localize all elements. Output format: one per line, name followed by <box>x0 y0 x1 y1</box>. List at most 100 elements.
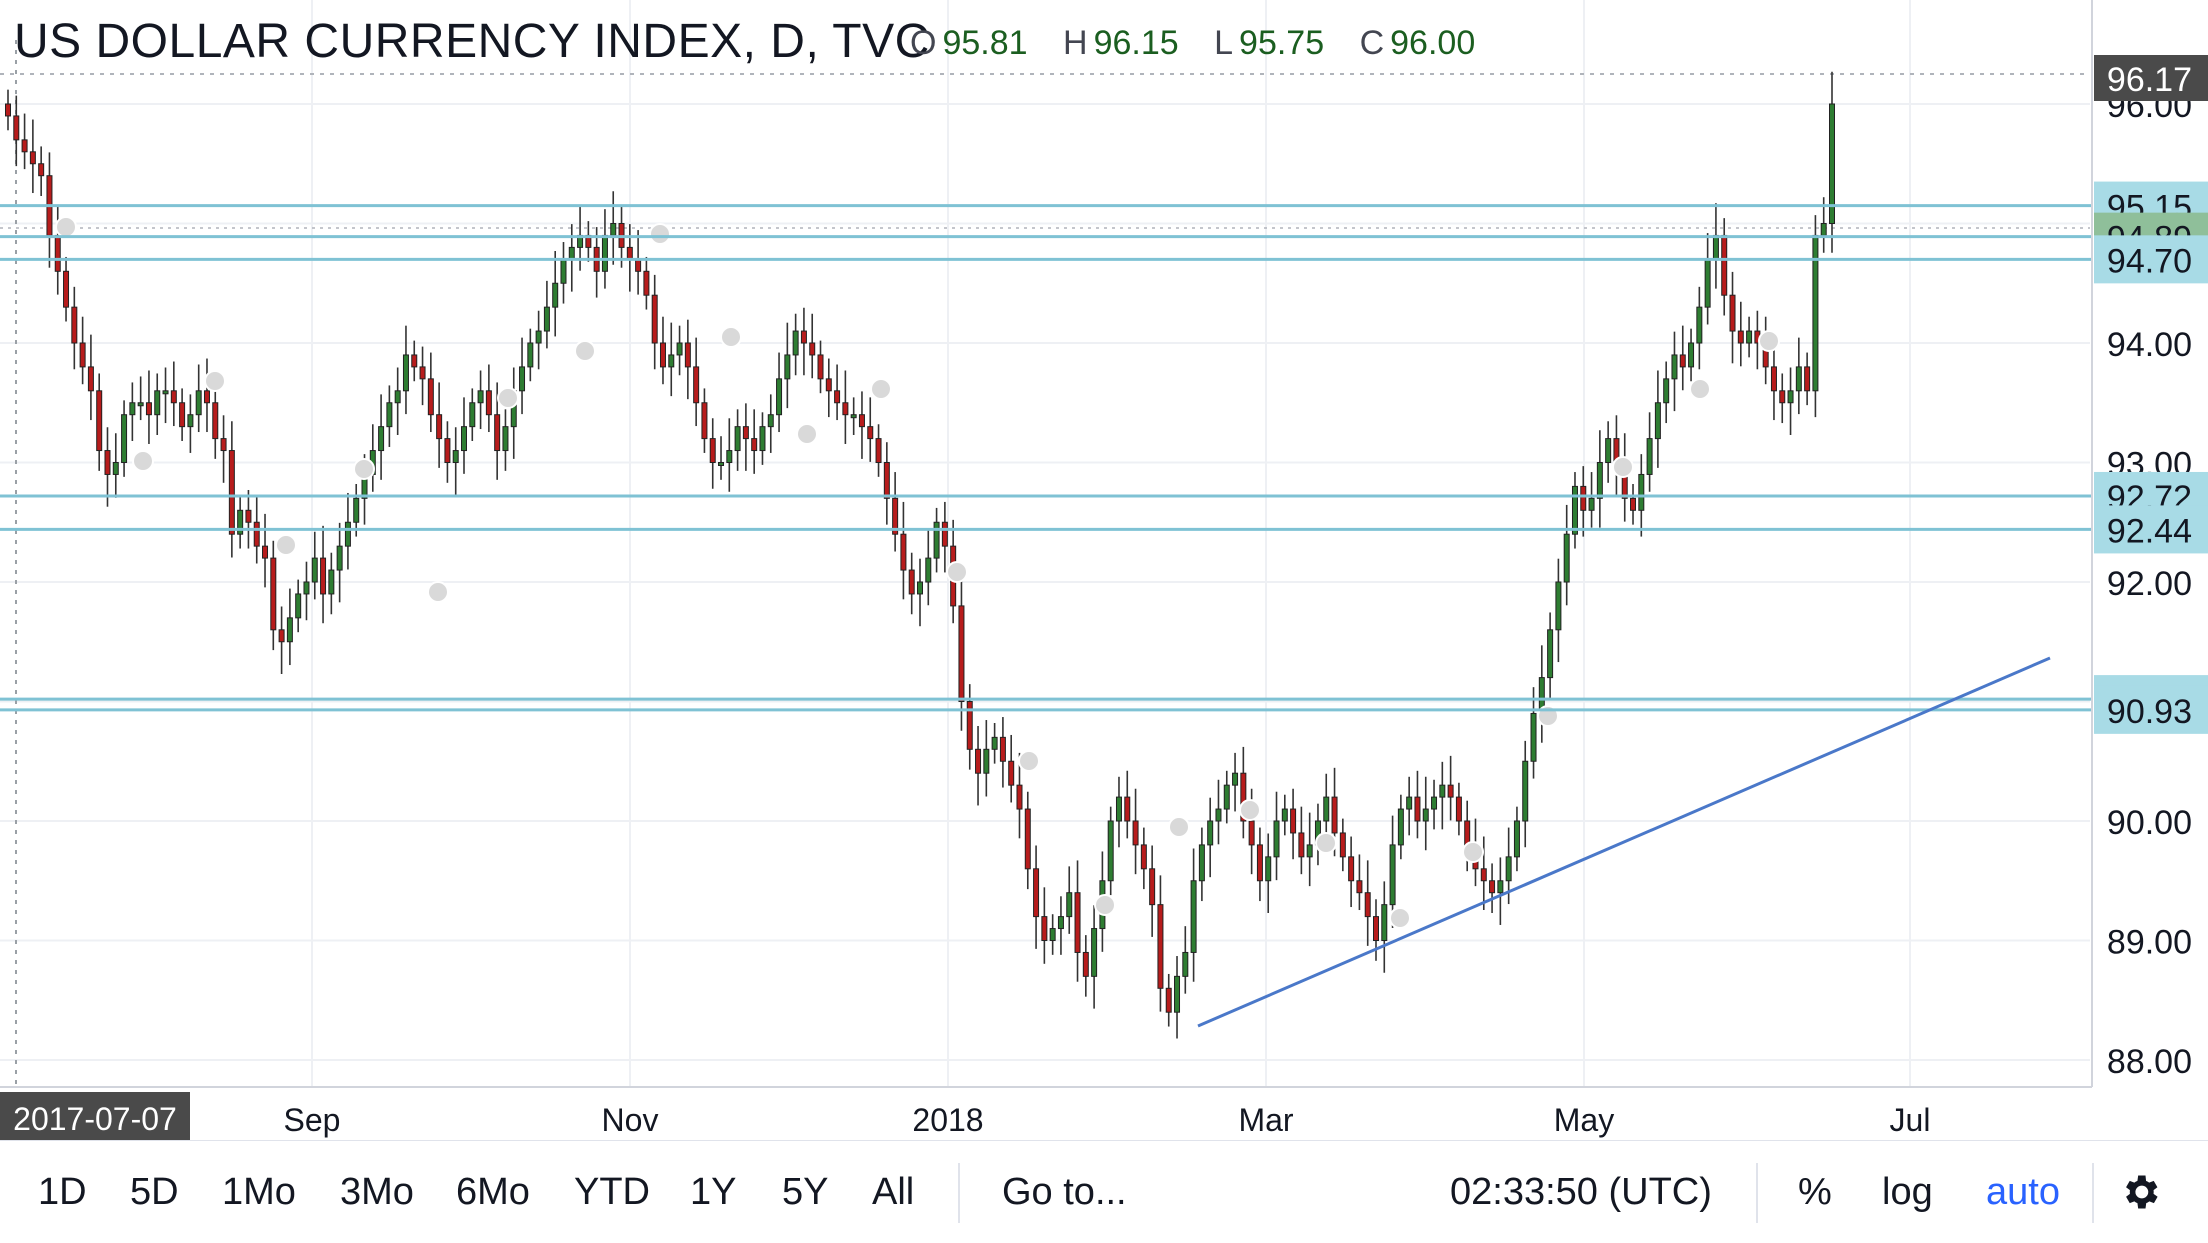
event-marker <box>353 458 375 480</box>
candle-body <box>1588 497 1595 511</box>
candle-body <box>651 294 658 344</box>
candle-body <box>245 509 252 523</box>
auto-toggle[interactable]: auto <box>1986 1171 2060 1213</box>
range-1mo-button[interactable]: 1Mo <box>222 1171 296 1213</box>
ohlc-readout: O 95.81 H 96.15 L 95.75 C 96.00 <box>910 24 1501 63</box>
candle-body <box>104 450 111 475</box>
range-3mo-button[interactable]: 3Mo <box>340 1171 414 1213</box>
candle-body <box>286 617 293 643</box>
log-toggle[interactable]: log <box>1882 1171 1933 1213</box>
ohlc-open-value: 95.81 <box>942 24 1028 62</box>
candle-body <box>1663 378 1670 404</box>
candle-body <box>295 593 302 619</box>
candle-body <box>1414 796 1421 822</box>
candle-body <box>1820 223 1827 236</box>
time-tick-label: 2018 <box>912 1102 983 1138</box>
level-label: 92.44 <box>2107 512 2192 550</box>
candle-body <box>643 270 650 296</box>
price-tick-label: 90.00 <box>2107 804 2192 842</box>
event-marker <box>1612 456 1634 478</box>
candle-body <box>1679 354 1686 368</box>
candle-body <box>684 342 691 368</box>
candle-body <box>1787 390 1794 404</box>
candle-body <box>1057 916 1064 930</box>
candle-body <box>1331 796 1338 834</box>
candle-body <box>834 390 841 404</box>
candle-body <box>776 378 783 416</box>
candle-body <box>1455 796 1462 822</box>
candle-body <box>1281 808 1288 822</box>
candle-body <box>1422 808 1429 822</box>
price-tick-label: 89.00 <box>2107 924 2192 962</box>
range-6mo-button[interactable]: 6Mo <box>456 1171 530 1213</box>
candle-body <box>535 330 542 344</box>
candle-body <box>195 390 202 416</box>
candle-body <box>933 521 940 559</box>
candle-body <box>1082 951 1089 977</box>
range-ytd-button[interactable]: YTD <box>574 1171 650 1213</box>
candle-body <box>436 414 443 440</box>
candle-body <box>444 438 451 464</box>
goto-button[interactable]: Go to... <box>1002 1171 1127 1213</box>
candle-body <box>394 390 401 404</box>
range-5y-button[interactable]: 5Y <box>782 1171 829 1213</box>
chart-area[interactable]: 88.00 89.00 90.00 92.00 93.00 94.00 96.00 95.15… <box>0 0 2208 1140</box>
candle-body <box>1489 880 1496 894</box>
range-1d-button[interactable]: 1D <box>38 1171 87 1213</box>
candle-body <box>79 342 86 368</box>
candle-body <box>1505 856 1512 882</box>
candle-body <box>1779 390 1786 404</box>
current-price-box <box>2094 55 2208 101</box>
candle-body <box>485 390 492 416</box>
candle-body <box>966 701 973 750</box>
candle-body <box>1605 438 1612 464</box>
candle-body <box>145 402 152 416</box>
event-marker <box>1018 750 1040 772</box>
candle-body <box>262 545 269 559</box>
candle-body <box>1804 366 1811 392</box>
candle-body <box>1339 832 1346 858</box>
candle-body <box>96 390 103 452</box>
candle-body <box>1464 820 1471 846</box>
range-5d-button[interactable]: 5D <box>130 1171 179 1213</box>
chart-title: US DOLLAR CURRENCY INDEX, D, TVC <box>14 15 930 68</box>
event-marker <box>497 387 519 409</box>
candle-body <box>87 366 94 392</box>
candle-body <box>1165 987 1172 1013</box>
event-marker <box>55 216 77 238</box>
range-1y-button[interactable]: 1Y <box>690 1171 737 1213</box>
current-price-label: 96.17 <box>2107 61 2192 99</box>
candle-body <box>270 557 277 631</box>
candle-body <box>1654 402 1661 440</box>
candle-body <box>220 438 227 452</box>
candle-body <box>1024 808 1031 870</box>
candle-body <box>858 414 865 428</box>
price-tick-label: 92.00 <box>2107 565 2192 603</box>
candle-body <box>552 282 559 308</box>
candle-body <box>742 426 749 440</box>
candle-body <box>129 402 136 416</box>
candle-body <box>1198 844 1205 882</box>
candle-body <box>1712 234 1719 260</box>
candle-body <box>726 450 733 463</box>
price-chart[interactable]: 88.0089.0090.0092.0093.0094.0096.0095.15… <box>0 0 2208 1140</box>
gear-icon[interactable] <box>2118 1170 2162 1214</box>
toolbar-divider <box>958 1163 960 1223</box>
candle-body <box>311 557 318 583</box>
candle-body <box>917 581 923 595</box>
percent-toggle[interactable]: % <box>1798 1171 1832 1213</box>
candle-body <box>386 402 393 428</box>
candle-body <box>925 557 932 583</box>
ohlc-high-value: 96.15 <box>1093 24 1179 62</box>
candle-body <box>1132 820 1139 846</box>
candle-body <box>71 306 78 344</box>
event-marker <box>427 581 449 603</box>
candle-body <box>1149 868 1156 906</box>
candle-body <box>1580 485 1587 511</box>
candle-body <box>38 163 45 177</box>
candle-body <box>900 533 907 571</box>
time-tick-label: Jul <box>1890 1102 1931 1138</box>
event-marker <box>649 223 671 245</box>
candle-body <box>941 521 948 547</box>
range-all-button[interactable]: All <box>872 1171 915 1213</box>
